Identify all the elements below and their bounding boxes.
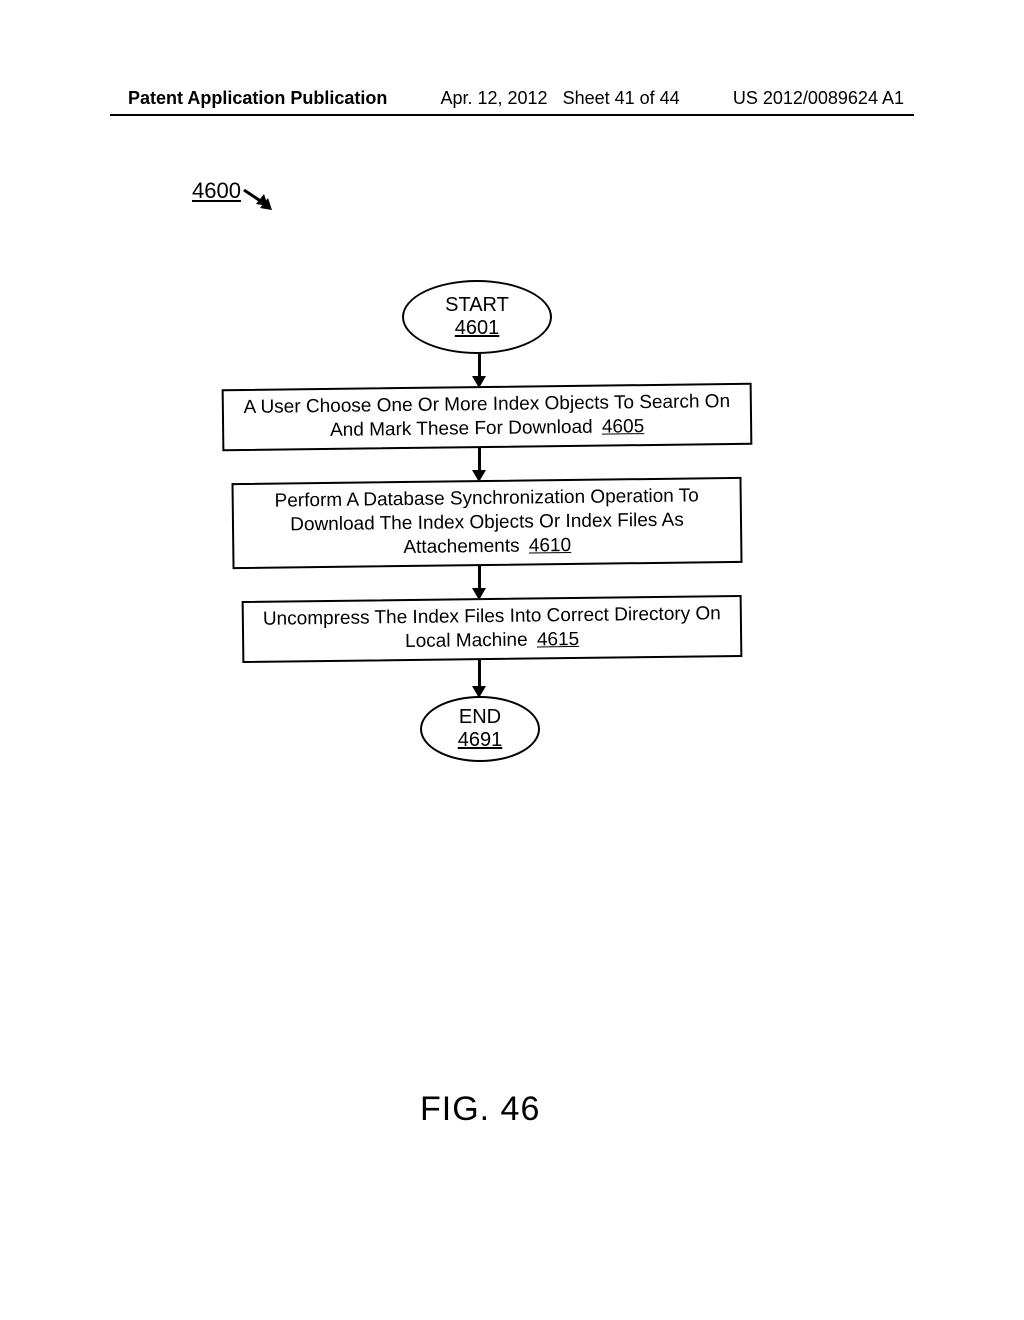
page-header: Patent Application Publication Apr. 12, …	[0, 88, 1024, 109]
step-3-number: 4615	[537, 629, 580, 651]
sheet-text: Sheet 41 of 44	[563, 88, 680, 108]
flowchart-step-2: Perform A Database Synchronization Opera…	[231, 477, 742, 569]
step-3-text: Uncompress The Index Files Into Correct …	[263, 603, 721, 652]
publication-label: Patent Application Publication	[128, 88, 387, 109]
flowchart-end: END 4691	[420, 696, 540, 762]
ref-arrow-icon	[242, 186, 282, 214]
header-rule	[110, 114, 914, 116]
step-2-text: Perform A Database Synchronization Opera…	[274, 486, 698, 558]
diagram-ref-number: 4600	[192, 178, 241, 204]
flowchart-start: START 4601	[402, 280, 552, 354]
publication-number: US 2012/0089624 A1	[733, 88, 904, 109]
flowchart-step-3: Uncompress The Index Files Into Correct …	[242, 595, 743, 663]
figure-label: FIG. 46	[420, 1090, 540, 1129]
start-number: 4601	[455, 317, 500, 340]
step-1-text: A User Choose One Or More Index Objects …	[243, 391, 730, 441]
date-text: Apr. 12, 2012	[440, 88, 547, 108]
flowchart-step-1: A User Choose One Or More Index Objects …	[222, 383, 753, 451]
publication-date: Apr. 12, 2012 Sheet 41 of 44	[440, 88, 679, 109]
end-label: END	[459, 706, 501, 729]
step-2-number: 4610	[529, 535, 572, 557]
step-1-number: 4605	[602, 416, 645, 438]
end-number: 4691	[458, 729, 503, 752]
start-label: START	[445, 294, 509, 317]
